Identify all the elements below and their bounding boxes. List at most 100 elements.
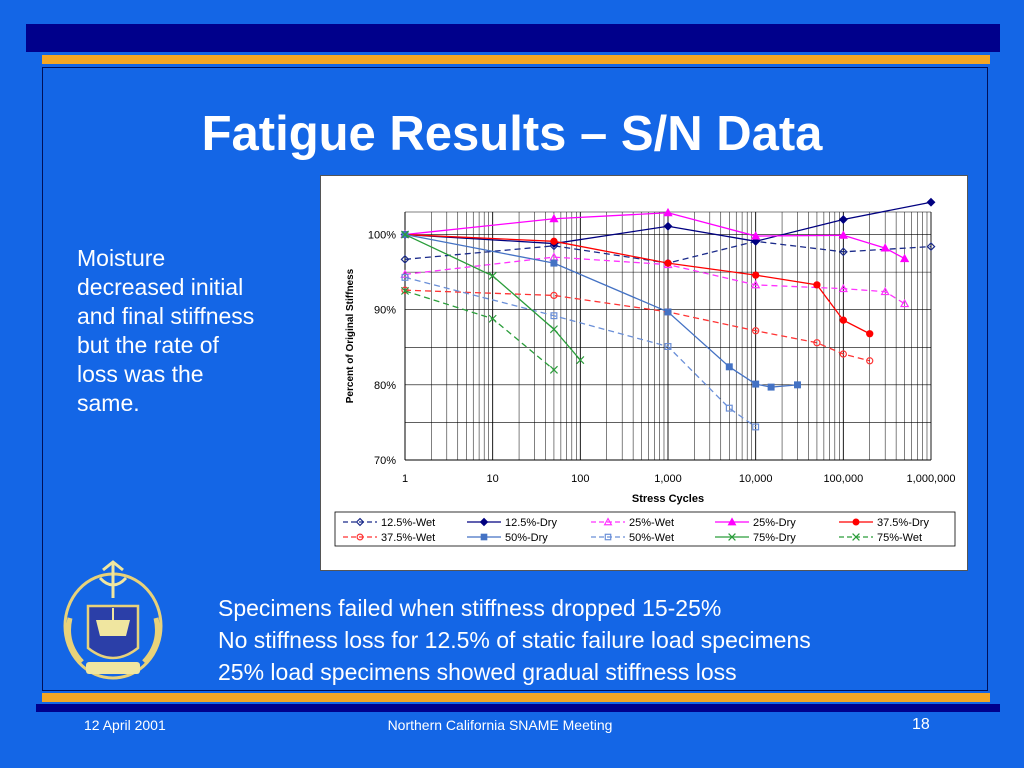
data-point — [767, 383, 775, 391]
legend-label: 25%-Wet — [629, 517, 674, 529]
series-50-wet — [401, 273, 760, 431]
data-point — [725, 363, 733, 371]
y-tick-label: 80% — [374, 380, 396, 392]
legend-label: 50%-Dry — [505, 532, 548, 544]
series-75-dry — [400, 230, 585, 365]
data-point — [838, 230, 848, 239]
data-point — [550, 259, 558, 267]
data-point — [839, 316, 847, 324]
naval-academy-seal-icon — [63, 560, 163, 680]
findings-list: Specimens failed when stiffness dropped … — [218, 592, 811, 688]
chart-series — [400, 197, 936, 431]
data-point — [549, 325, 558, 334]
data-point — [839, 350, 847, 358]
side-note-line: decreased initial — [77, 274, 244, 300]
x-axis-label: Stress Cycles — [632, 493, 704, 505]
x-tick-label: 1,000,000 — [907, 473, 956, 485]
data-point — [926, 242, 936, 252]
data-point — [727, 517, 737, 526]
data-point — [866, 330, 874, 338]
data-point — [480, 533, 488, 541]
side-note: Moisture decreased initial and final sti… — [77, 244, 307, 418]
x-tick-label: 100,000 — [823, 473, 863, 485]
footer-meeting: Northern California SNAME Meeting — [387, 717, 613, 733]
data-point — [752, 327, 760, 335]
data-point — [899, 298, 910, 308]
content-frame — [42, 67, 988, 691]
chart-axes: 1 10 100 1,000 10,000 100,000 1,000,000 70% 80% 9… — [345, 212, 955, 505]
data-point — [899, 253, 910, 263]
data-point — [880, 286, 890, 296]
legend-label: 50%-Wet — [629, 532, 674, 544]
data-point — [728, 533, 736, 541]
y-tick-label: 100% — [368, 230, 396, 242]
data-point — [664, 343, 672, 351]
series-25-dry — [400, 207, 910, 263]
y-axis-label: Percent of Original Stiffness — [345, 268, 356, 403]
data-point — [663, 221, 673, 231]
data-point — [751, 280, 761, 289]
y-tick-label: 70% — [374, 455, 396, 467]
footer-date: 12 April 2001 — [84, 717, 166, 733]
series-75-wet — [400, 286, 558, 374]
data-point — [852, 518, 860, 526]
legend-label: 37.5%-Wet — [381, 532, 435, 544]
data-point — [400, 254, 410, 264]
data-point — [813, 281, 821, 289]
footer-bar — [36, 704, 1000, 712]
data-point — [550, 237, 558, 245]
series-50-dry — [401, 231, 801, 391]
side-note-line: and final stiffness — [77, 303, 255, 329]
data-point — [549, 213, 559, 223]
data-point — [794, 381, 801, 389]
data-point — [604, 533, 612, 541]
x-tick-label: 10 — [487, 473, 499, 485]
finding-item: Specimens failed when stiffness dropped … — [218, 595, 722, 621]
data-point — [926, 197, 936, 207]
side-note-line: same. — [77, 390, 140, 416]
data-point — [401, 273, 409, 281]
data-point — [664, 308, 672, 316]
x-tick-label: 100 — [571, 473, 589, 485]
x-tick-label: 1,000 — [654, 473, 682, 485]
data-point — [488, 271, 497, 280]
data-point — [479, 517, 489, 527]
page-number: 18 — [912, 716, 930, 733]
data-point — [549, 365, 558, 374]
legend-label: 37.5%-Dry — [877, 517, 929, 529]
data-point — [576, 356, 585, 365]
finding-item: No stiffness loss for 12.5% of static fa… — [218, 627, 811, 653]
data-point — [664, 259, 672, 267]
series-line — [404, 233, 581, 361]
header-accent-stripe — [42, 55, 990, 64]
data-point — [603, 517, 613, 526]
legend-label: 12.5%-Wet — [381, 517, 435, 529]
y-tick-label: 90% — [374, 305, 396, 317]
side-note-line: loss was the — [77, 361, 204, 387]
data-point — [838, 247, 848, 257]
side-note-line: but the rate of — [77, 332, 219, 358]
series-line — [404, 289, 870, 362]
data-point — [400, 230, 410, 239]
footer-accent-stripe — [42, 693, 990, 702]
slide-title: Fatigue Results – S/N Data — [201, 107, 823, 161]
data-point — [866, 357, 874, 365]
legend-label: 75%-Wet — [877, 532, 922, 544]
series-line — [404, 233, 871, 335]
side-note-line: Moisture — [77, 245, 166, 271]
chart-legend: 12.5%-Wet 12.5%-Dry 25%-Wet 25%-Dry 37.5%-Dr… — [334, 511, 956, 547]
data-point — [663, 207, 673, 217]
data-point — [355, 517, 365, 527]
x-tick-label: 1 — [402, 473, 408, 485]
data-point — [813, 339, 821, 347]
data-point — [838, 283, 848, 293]
data-point — [488, 314, 497, 323]
data-point — [752, 423, 760, 431]
series-line — [404, 290, 555, 371]
data-point — [751, 231, 761, 240]
data-point — [752, 271, 760, 279]
legend-label: 25%-Dry — [753, 517, 796, 529]
x-tick-label: 10,000 — [739, 473, 773, 485]
legend-label: 75%-Dry — [753, 532, 796, 544]
legend-label: 12.5%-Dry — [505, 517, 557, 529]
